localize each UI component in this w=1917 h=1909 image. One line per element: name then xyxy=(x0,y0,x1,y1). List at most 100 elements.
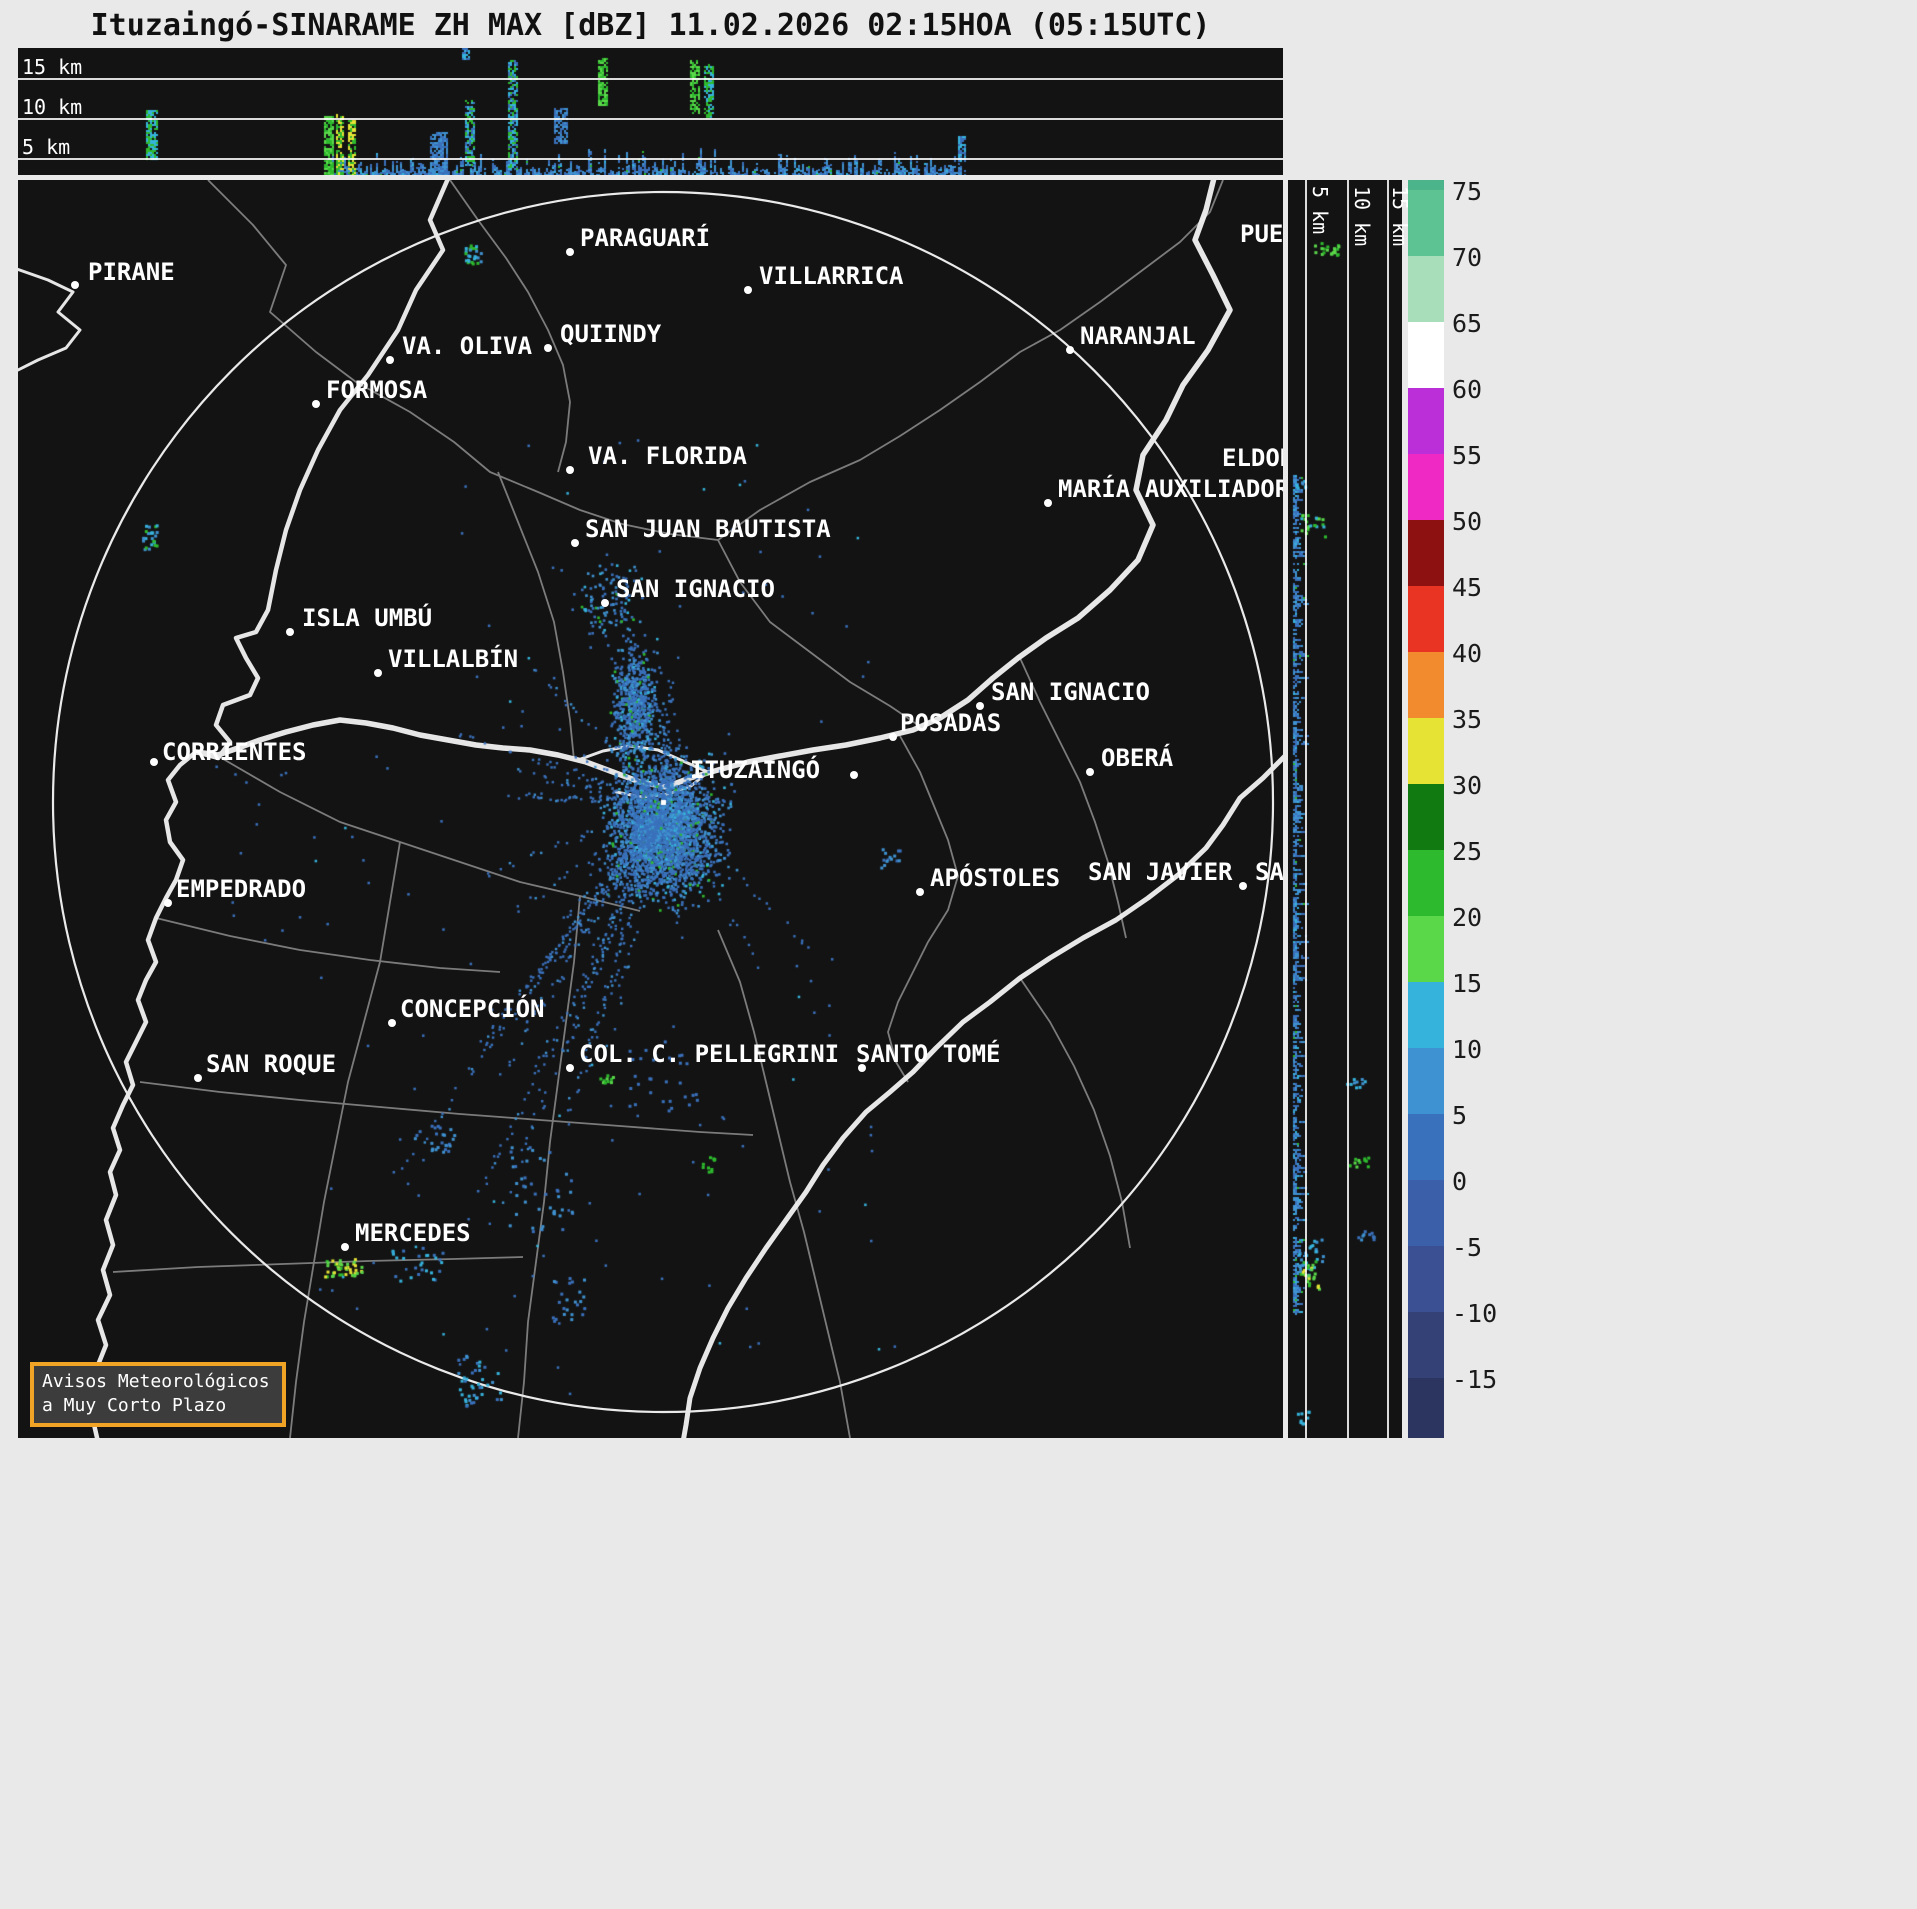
city-label: PIRANE xyxy=(88,258,175,286)
top-profile-canvas xyxy=(18,48,1283,175)
city-dot xyxy=(286,628,294,636)
colorbar-tick-label: 60 xyxy=(1452,375,1483,404)
colorbar-band xyxy=(1408,1114,1444,1180)
main-panel: Avisos Meteorológicos a Muy Corto Plazo … xyxy=(18,180,1283,1438)
warning-line-1: Avisos Meteorológicos xyxy=(42,1371,270,1392)
city-dot xyxy=(544,344,552,352)
city-dot xyxy=(566,466,574,474)
city-label: SANTO TOMÉ xyxy=(856,1040,1001,1068)
colorbar-band xyxy=(1408,916,1444,982)
colorbar-band xyxy=(1408,190,1444,256)
city-label: SAN JUAN BAUTISTA xyxy=(585,515,831,543)
colorbar-band xyxy=(1408,1180,1444,1246)
colorbar-tick-label: 5 xyxy=(1452,1101,1468,1130)
colorbar-tick-label: 65 xyxy=(1452,309,1483,338)
colorbar-band xyxy=(1408,652,1444,718)
city-label: MERCEDES xyxy=(355,1219,471,1247)
colorbar-tick-label: 55 xyxy=(1452,441,1483,470)
colorbar-band xyxy=(1408,388,1444,454)
city-dot xyxy=(150,758,158,766)
altitude-line-15km xyxy=(18,78,1283,80)
colorbar-band xyxy=(1408,586,1444,652)
city-dot xyxy=(341,1243,349,1251)
city-dot xyxy=(858,1064,866,1072)
altitude-line-10km xyxy=(18,118,1283,120)
radar-echo-canvas xyxy=(18,180,1283,1438)
city-label: FORMOSA xyxy=(326,376,428,404)
top-profile-panel: 15 km 10 km 5 km xyxy=(18,48,1283,175)
city-dot xyxy=(601,599,609,607)
colorbar-tick-label: 15 xyxy=(1452,969,1483,998)
city-dot xyxy=(1044,499,1052,507)
altitude-label-15km: 15 km xyxy=(22,55,83,79)
city-label: SAN JAVIER xyxy=(1088,858,1233,886)
city-dot xyxy=(566,248,574,256)
colorbar-tick-label: -15 xyxy=(1452,1365,1498,1394)
colorbar-tick-label: 45 xyxy=(1452,573,1483,602)
colorbar-tick-label: 75 xyxy=(1452,177,1483,206)
city-dot xyxy=(850,771,858,779)
city-label: VILLALBÍN xyxy=(388,645,519,673)
colorbar-band xyxy=(1408,180,1444,190)
city-label: PUER xyxy=(1240,220,1283,248)
city-label: ITUZAINGÓ xyxy=(690,756,821,784)
colorbar-tick-label: 40 xyxy=(1452,639,1483,668)
city-dot xyxy=(916,888,924,896)
colorbar-band xyxy=(1408,718,1444,784)
warning-line-2: a Muy Corto Plazo xyxy=(42,1395,227,1417)
city-label: MARÍA AUXILIADOR xyxy=(1058,475,1283,503)
altitude-line-5km-v xyxy=(1305,180,1307,1438)
colorbar-tick-label: -10 xyxy=(1452,1299,1498,1328)
colorbar-band xyxy=(1408,982,1444,1048)
city-dot xyxy=(1066,346,1074,354)
city-label: VA. OLIVA xyxy=(402,332,533,360)
colorbar-ticks: 75 70 65 60 55 50 45 40 35 30 25 20 15 10 5 0 -5 -10 -15 xyxy=(1452,177,1542,1438)
city-label: POSADAS xyxy=(900,709,1002,737)
right-profile-panel: 5 km 10 km 15 km xyxy=(1288,180,1412,1438)
city-label: APÓSTOLES xyxy=(930,864,1061,892)
colorbar-band xyxy=(1408,520,1444,586)
footer: Servicio Meteorológico Nacional Argentin… xyxy=(0,1443,1917,1909)
altitude-line-10km-v xyxy=(1347,180,1349,1438)
altitude-label-5km-v: 5 km xyxy=(1308,186,1332,235)
city-label: NARANJAL xyxy=(1080,322,1196,350)
city-label: SAN IGNACIO xyxy=(616,575,775,603)
city-dot xyxy=(164,899,172,907)
colorbar-band xyxy=(1408,1312,1444,1378)
city-dot xyxy=(71,281,79,289)
colorbar-band xyxy=(1408,454,1444,520)
city-dot xyxy=(386,356,394,364)
colorbar-tick-label: 35 xyxy=(1452,705,1483,734)
city-label: PARAGUARÍ xyxy=(580,224,711,252)
city-dot xyxy=(566,1064,574,1072)
city-label: COL. C. PELLEGRINI xyxy=(579,1040,840,1068)
colorbar-tick-label: 70 xyxy=(1452,243,1483,272)
city-label: QUIINDY xyxy=(560,320,662,348)
city-label: EMPEDRADO xyxy=(176,875,307,903)
colorbar-tick-label: -5 xyxy=(1452,1233,1483,1262)
colorbar-tick-label: 10 xyxy=(1452,1035,1483,1064)
city-dot xyxy=(976,702,984,710)
city-label: VILLARRICA xyxy=(759,262,904,290)
city-dot xyxy=(388,1019,396,1027)
altitude-line-5km xyxy=(18,158,1283,160)
altitude-line-15km-v xyxy=(1387,180,1389,1438)
altitude-label-10km: 10 km xyxy=(22,95,83,119)
colorbar-band xyxy=(1408,1378,1444,1438)
colorbar-band xyxy=(1408,322,1444,388)
city-dot xyxy=(889,733,897,741)
city-label: SAN IGNACIO xyxy=(991,678,1150,706)
city-dot xyxy=(1239,882,1247,890)
city-label: ELDOR xyxy=(1222,444,1283,472)
altitude-label-10km-v: 10 km xyxy=(1350,186,1374,247)
city-label: CORRIENTES xyxy=(162,738,307,766)
colorbar-tick-label: 25 xyxy=(1452,837,1483,866)
right-profile-canvas xyxy=(1288,180,1402,1438)
city-dot xyxy=(312,400,320,408)
warning-box: Avisos Meteorológicos a Muy Corto Plazo xyxy=(30,1362,286,1427)
altitude-label-5km: 5 km xyxy=(22,135,71,159)
city-label: VA. FLORIDA xyxy=(588,442,747,470)
city-dot xyxy=(374,669,382,677)
colorbar-tick-label: 0 xyxy=(1452,1167,1468,1196)
